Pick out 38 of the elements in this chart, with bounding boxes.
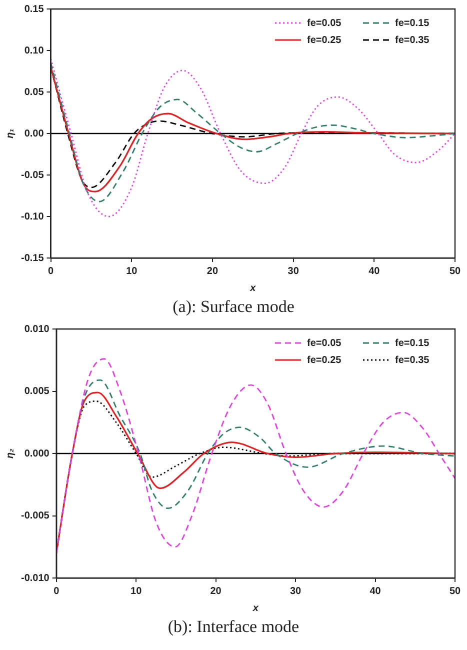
x-tick-label: 50 [449,266,461,277]
legend-label: fe=0.25 [307,354,342,366]
x-tick-label: 40 [368,266,380,277]
legend-label: fe=0.05 [307,338,342,349]
x-tick-label: 10 [130,586,142,597]
y-tick-label: 0.15 [24,4,44,15]
text: (a): Surface mode [172,296,296,318]
x-axis-title: x [252,602,259,614]
x-tick-label: 0 [54,586,60,597]
y-axis-title: η₁ [4,128,16,138]
x-tick-label: 0 [48,266,54,277]
x-tick-label: 30 [290,586,302,597]
x-tick-label: 40 [370,586,382,597]
legend-label: fe=0.35 [395,354,430,366]
y-tick-label: -0.005 [20,510,50,522]
x-tick-label: 20 [210,586,222,597]
text: (b): Interface mode [166,616,300,638]
legend-label: fe=0.35 [395,34,430,46]
y-axis-title: η₂ [4,448,16,458]
y-tick-label: -0.10 [20,211,44,222]
y-tick-label: -0.15 [20,252,44,264]
x-tick-label: 50 [449,586,461,597]
y-tick-label: 0.005 [24,386,50,397]
x-tick-label: 10 [126,266,138,277]
y-tick-label: -0.05 [20,170,44,181]
x-tick-label: 30 [288,266,300,277]
legend-label: fe=0.15 [395,338,430,349]
y-tick-label: 0.000 [24,448,50,460]
legend-label: fe=0.05 [307,18,342,29]
y-tick-label: 0.010 [24,324,50,335]
x-tick-label: 20 [206,266,218,277]
y-tick-label: 0.10 [24,45,44,56]
legend-label: fe=0.25 [307,34,342,46]
legend-label: fe=0.15 [395,18,430,29]
x-axis-title: x [249,282,256,294]
y-tick-label: -0.010 [20,572,50,584]
y-tick-label: 0.05 [24,86,44,98]
y-tick-label: 0.00 [24,128,44,140]
